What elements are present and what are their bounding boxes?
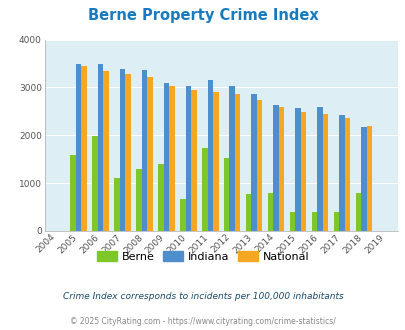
Bar (169, 85, 174, 231)
Bar (98, 63, 103, 231)
Bar (185, 85, 191, 231)
Bar (278, 107, 284, 231)
Bar (273, 105, 278, 231)
Bar (344, 118, 349, 231)
Bar (180, 199, 185, 231)
Legend: Berne, Indiana, National: Berne, Indiana, National (92, 247, 313, 266)
Bar (158, 164, 163, 231)
Bar (234, 94, 240, 231)
Bar (81, 66, 87, 231)
Bar (229, 85, 234, 231)
Bar (311, 212, 316, 231)
Text: Berne Property Crime Index: Berne Property Crime Index (87, 8, 318, 23)
Bar (224, 158, 229, 231)
Bar (76, 64, 81, 231)
Bar (316, 107, 322, 231)
Bar (147, 78, 152, 231)
Bar (202, 148, 207, 231)
Bar (114, 178, 119, 231)
Bar (333, 212, 338, 231)
Bar (141, 70, 147, 231)
Bar (294, 108, 300, 231)
Bar (267, 193, 273, 231)
Bar (191, 90, 196, 231)
Bar (360, 127, 366, 231)
Text: Crime Index corresponds to incidents per 100,000 inhabitants: Crime Index corresponds to incidents per… (62, 292, 343, 301)
Bar (322, 114, 327, 231)
Bar (251, 94, 256, 231)
Bar (119, 69, 125, 231)
Bar (213, 92, 218, 231)
Bar (70, 155, 76, 231)
Bar (256, 100, 262, 231)
Bar (163, 83, 169, 231)
Bar (207, 80, 213, 231)
Bar (338, 115, 344, 231)
Bar (136, 169, 141, 231)
Bar (103, 71, 109, 231)
Bar (366, 126, 371, 231)
Bar (92, 136, 98, 231)
Bar (245, 194, 251, 231)
Bar (289, 212, 294, 231)
Bar (125, 74, 130, 231)
Bar (355, 193, 360, 231)
Bar (300, 112, 305, 231)
Text: © 2025 CityRating.com - https://www.cityrating.com/crime-statistics/: © 2025 CityRating.com - https://www.city… (70, 317, 335, 326)
